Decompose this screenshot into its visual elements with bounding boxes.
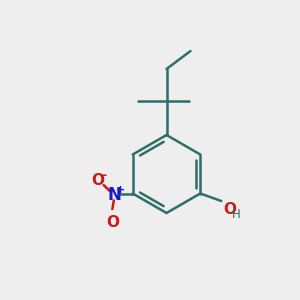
Text: O: O xyxy=(106,215,119,230)
Text: H: H xyxy=(232,208,241,221)
Text: N: N xyxy=(108,186,122,204)
Text: -: - xyxy=(102,169,107,182)
Text: O: O xyxy=(91,173,104,188)
Text: O: O xyxy=(223,202,236,217)
Text: +: + xyxy=(116,184,125,195)
